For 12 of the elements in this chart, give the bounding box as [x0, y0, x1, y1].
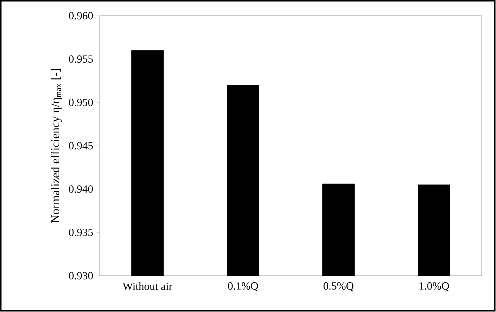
y-axis-title: Normalized efficiency η/η$_{max}$ [-]: [50, 69, 62, 224]
y-tick-label: 0.960: [69, 12, 94, 20]
y-tick-label: 0.930: [69, 272, 94, 280]
y-tick-label: 0.940: [69, 186, 94, 194]
y-tick-label: 0.955: [69, 56, 94, 64]
x-tick-label: Without air: [122, 282, 173, 290]
x-tick-label: 0.5%Q: [324, 282, 354, 292]
y-tick-label: 0.950: [69, 98, 94, 106]
x-tick-label: 1.0%Q: [420, 282, 450, 292]
y-tick-label: 0.935: [69, 228, 94, 236]
x-tick-label: 0.1%Q: [228, 282, 258, 292]
y-tick-label: 0.945: [69, 142, 94, 150]
